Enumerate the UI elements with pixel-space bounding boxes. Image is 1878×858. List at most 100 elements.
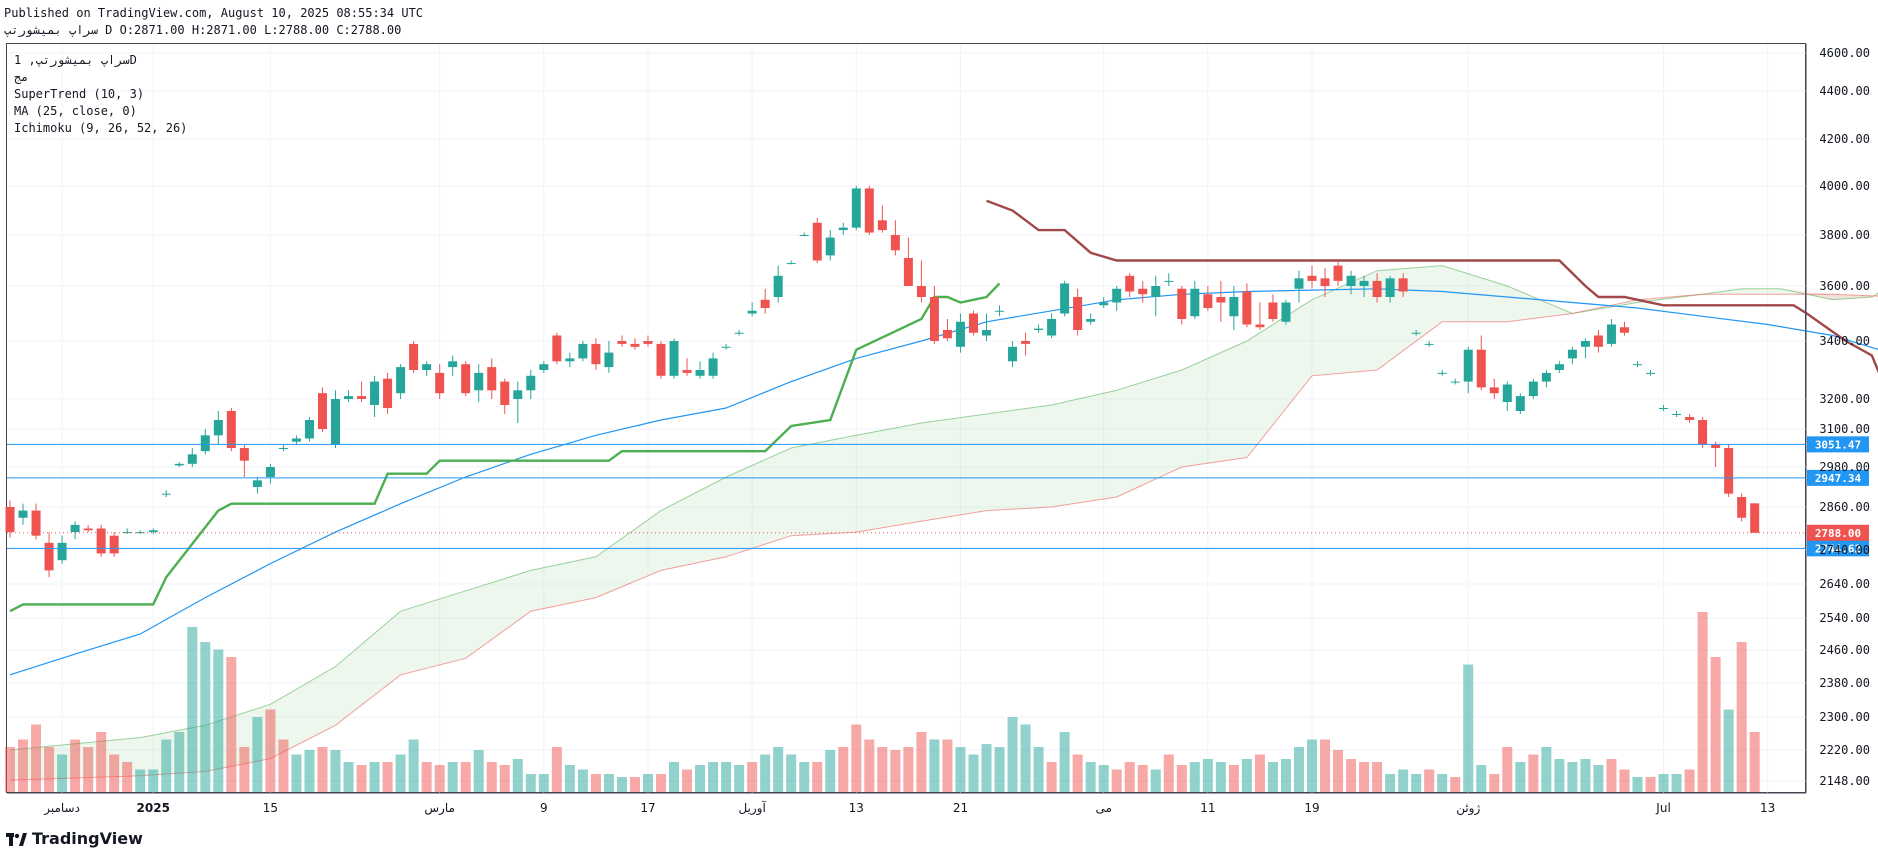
candle-body — [1528, 381, 1538, 397]
candle-body — [1242, 291, 1252, 325]
candle-body — [786, 263, 796, 265]
candle-body — [721, 346, 731, 348]
candle-body — [1294, 278, 1304, 289]
candle-body — [500, 381, 510, 405]
volume-bar — [760, 754, 771, 792]
volume-bar — [317, 747, 328, 792]
candle-body — [18, 510, 28, 518]
horizontal-level-label: 2947.34 — [1815, 472, 1862, 485]
legend-ichimoku[interactable]: Ichimoku (9, 26, 52, 26) — [14, 121, 188, 135]
volume-bar — [1359, 762, 1370, 792]
candle-body — [1502, 384, 1512, 402]
candle-body — [1398, 278, 1408, 292]
volume-bar — [187, 627, 198, 792]
candle-body — [1724, 448, 1734, 494]
volume-bar — [590, 774, 601, 792]
volume-bar — [1280, 759, 1291, 792]
volume-bar — [1150, 769, 1161, 792]
candle-body — [1633, 364, 1642, 366]
candle-body — [578, 343, 588, 359]
volume-bar — [1189, 762, 1200, 792]
candle-body — [291, 438, 301, 442]
volume-bar — [1723, 709, 1734, 792]
candle-body — [461, 364, 471, 394]
candle-body — [617, 341, 627, 344]
volume-bar — [812, 762, 823, 792]
volume-bar — [109, 754, 120, 792]
price-label-bg — [1807, 540, 1869, 557]
volume-bar — [343, 762, 354, 792]
volume-bar — [1606, 759, 1617, 792]
volume-bar — [629, 777, 640, 792]
candle-body — [591, 343, 601, 365]
volume-bar — [96, 732, 107, 792]
candle-body — [161, 493, 171, 495]
legend-symbol: سراپ بمیشورتپ, 1D — [14, 53, 137, 67]
volume-bar — [1619, 769, 1630, 792]
candle-body — [526, 375, 536, 391]
candle-body — [1489, 387, 1499, 394]
candle-body — [487, 367, 497, 391]
candle-body — [1268, 302, 1278, 319]
candle-body — [565, 358, 575, 362]
price-tick-label: 2148.00 — [1819, 774, 1870, 788]
candle-body — [1385, 278, 1395, 297]
price-tick-label: 2540.00 — [1819, 611, 1870, 625]
volume-bar — [1293, 747, 1304, 792]
volume-bar — [877, 747, 888, 792]
candle-body — [304, 420, 314, 439]
candle-body — [135, 532, 145, 534]
price-tick-label: 2980.00 — [1819, 460, 1870, 474]
volume-bar — [642, 774, 653, 792]
candle-body — [109, 535, 119, 554]
volume-bar — [1163, 754, 1174, 792]
candle-body — [656, 343, 666, 376]
volume-bar — [1385, 774, 1396, 792]
legend-ma[interactable]: MA (25, close, 0) — [14, 104, 137, 118]
candle-body — [317, 393, 327, 429]
legend-supertrend[interactable]: SuperTrend (10, 3) — [14, 87, 145, 101]
tradingview-brand[interactable]: TradingView — [6, 829, 143, 848]
volume-bar — [551, 747, 562, 792]
volume-bar — [5, 747, 15, 792]
date-tick-label: 13 — [849, 801, 864, 815]
volume-bar — [1215, 762, 1226, 792]
candle-body — [1580, 341, 1590, 347]
candle-body — [864, 188, 874, 233]
candle-body — [83, 528, 93, 531]
volume-bar — [18, 739, 29, 792]
candle-body — [1346, 275, 1356, 286]
volume-bar — [1007, 717, 1018, 792]
candle-body — [552, 335, 562, 362]
candle-body — [812, 222, 822, 261]
supertrend-down-line — [986, 199, 1878, 374]
price-tick-label: 2860.00 — [1819, 500, 1870, 514]
volume-bar — [1072, 754, 1083, 792]
horizontal-level-label: 3051.47 — [1815, 438, 1861, 451]
volume-bar — [695, 765, 706, 792]
date-tick-label: مارس — [424, 801, 455, 816]
volume-bar — [1176, 765, 1187, 792]
candle-body — [1463, 349, 1473, 382]
volume-bar — [708, 762, 719, 792]
volume-bar — [1254, 754, 1265, 792]
candle-body — [916, 286, 926, 297]
volume-bar — [1671, 774, 1682, 792]
candle-body — [695, 370, 705, 376]
candle-body — [1177, 288, 1187, 319]
ichimoku-cloud-red — [1780, 288, 1878, 300]
candle-body — [1359, 280, 1369, 286]
candle-body — [70, 524, 80, 533]
candle-body — [1203, 294, 1213, 308]
candle-body — [422, 364, 432, 370]
candle-body — [174, 463, 184, 466]
price-tick-label: 3800.00 — [1819, 228, 1870, 242]
candle-body — [1151, 286, 1161, 297]
volume-bar — [1137, 765, 1148, 792]
volume-bar — [460, 762, 471, 792]
candle-body — [1021, 341, 1031, 344]
candle-body — [1424, 343, 1434, 345]
volume-bar — [408, 739, 419, 792]
candle-body — [1034, 328, 1044, 330]
